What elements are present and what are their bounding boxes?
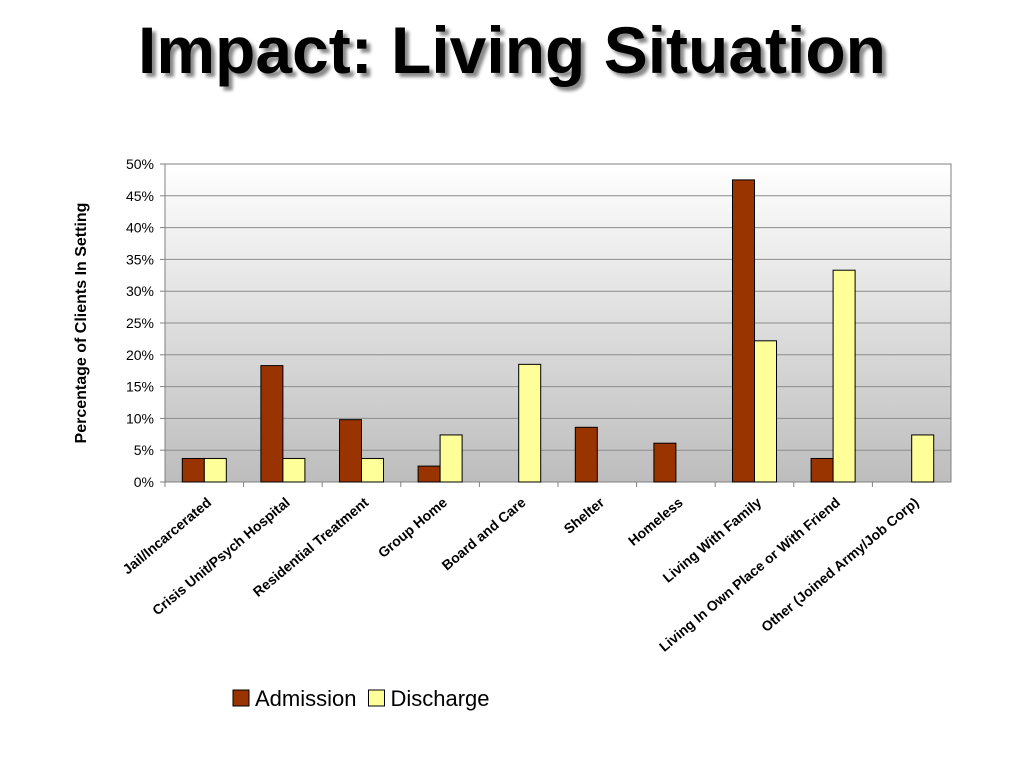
bar-discharge [754, 340, 777, 483]
legend-swatch-admission [232, 689, 250, 707]
x-category-label: Board and Care [438, 494, 528, 573]
bar-discharge [518, 363, 542, 483]
x-category-label: Homeless [625, 494, 686, 549]
bar-admission [181, 457, 205, 483]
y-tick-label: 35% [126, 251, 154, 267]
y-tick-label: 5% [134, 442, 154, 458]
y-tick-label: 30% [126, 283, 154, 299]
slide-title: Impact: Living Situation [137, 13, 886, 87]
bar-discharge [439, 434, 463, 483]
x-category-label: Group Home [375, 494, 450, 561]
y-axis-title: Percentage of Clients In Setting [73, 203, 90, 444]
bar-discharge [911, 434, 935, 483]
bar-admission [339, 419, 362, 483]
bar-admission [417, 465, 441, 483]
x-category-label: Shelter [561, 494, 608, 537]
bar-admission [732, 179, 755, 483]
bar-admission [260, 365, 284, 483]
y-tick-label: 40% [126, 220, 154, 236]
y-tick-label: 10% [126, 410, 154, 426]
bars [164, 179, 935, 487]
legend: Admission Discharge [232, 686, 490, 711]
y-tick-label: 15% [126, 379, 154, 395]
legend-swatch-discharge [367, 689, 385, 707]
y-axis-ticks: 0% 5% 10% 15% 20% 25% 30% 35% 40% 45% 50% [126, 156, 165, 490]
legend-label-discharge: Discharge [390, 686, 489, 711]
y-tick-label: 20% [126, 347, 154, 363]
bar-discharge [203, 457, 227, 483]
x-category-label: Crisis Unit/Psych Hospital [149, 494, 293, 618]
bar-admission [810, 457, 834, 483]
bar-admission [653, 442, 677, 483]
grid-lines [165, 195, 951, 451]
y-tick-label: 25% [126, 315, 154, 331]
bar-discharge [282, 457, 306, 483]
y-tick-label: 45% [126, 188, 154, 204]
y-tick-label: 0% [134, 474, 154, 490]
bar-discharge [361, 457, 384, 483]
x-category-label: Other (Joined Army/Job Corp) [758, 494, 922, 635]
y-tick-label: 50% [126, 156, 154, 172]
bar-discharge [832, 269, 856, 483]
bar-admission [574, 426, 598, 483]
legend-label-admission: Admission [255, 686, 356, 711]
